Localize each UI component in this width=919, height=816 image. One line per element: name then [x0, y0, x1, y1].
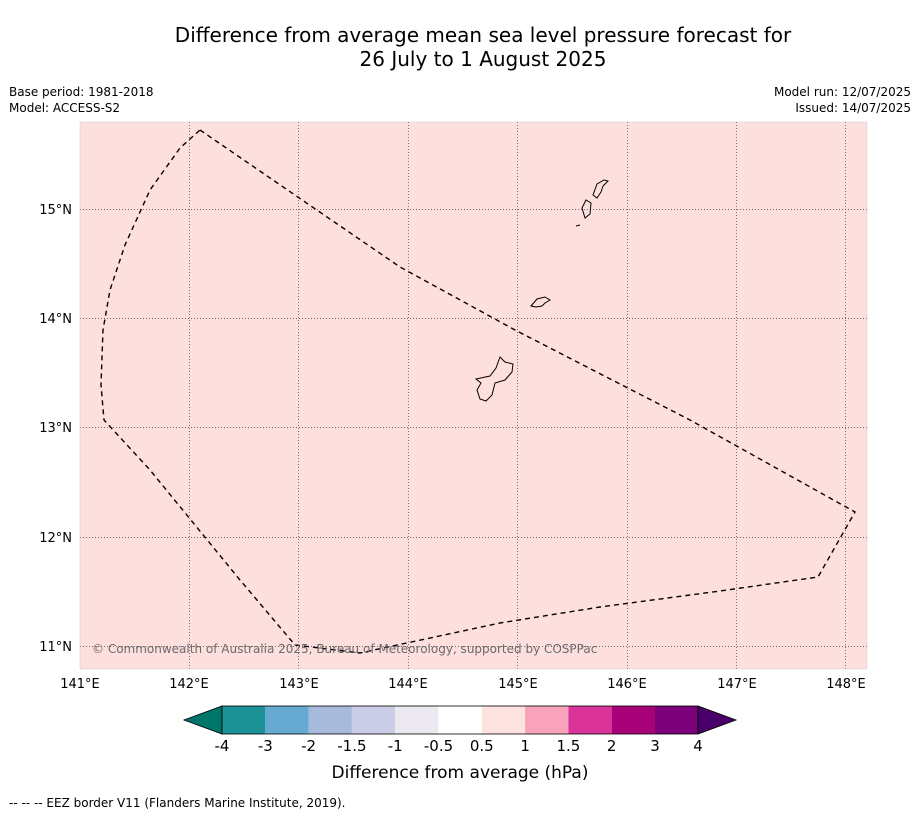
map-copyright: © Commonwealth of Australia 2025, Bureau… — [92, 642, 597, 656]
colorbar-swatch-7 — [481, 706, 526, 734]
colorbar-outline — [221, 705, 699, 735]
cb-tick: 4 — [693, 737, 703, 755]
island-aguijan — [575, 224, 581, 227]
colorbar-tick-labels: -4 -3 -2 -1.5 -1 -0.5 0.5 1 1.5 2 3 4 — [215, 737, 703, 755]
x-tick-146: 146°E — [607, 677, 647, 692]
colorbar-swatch-5 — [395, 706, 439, 734]
y-tick-12: 12°N — [39, 531, 72, 546]
island-rota — [530, 296, 551, 308]
cb-tick: -2 — [301, 737, 316, 755]
y-tick-labels: 15°N 14°N 13°N 12°N 11°N — [39, 203, 72, 655]
cb-tick: 1.5 — [556, 737, 580, 755]
colorbar-swatch-9 — [568, 706, 612, 734]
cb-tick: -1 — [388, 737, 403, 755]
island-tinian — [581, 199, 592, 219]
y-tick-14: 14°N — [39, 312, 72, 327]
colorbar-swatch-1 — [222, 706, 266, 734]
y-tick-13: 13°N — [39, 421, 72, 436]
colorbar-min-arrow — [182, 705, 223, 735]
meta-right: Model run: 12/07/2025 Issued: 14/07/2025 — [774, 84, 911, 116]
x-tick-144: 144°E — [388, 677, 428, 692]
footnote: -- -- -- EEZ border V11 (Flanders Marine… — [9, 796, 346, 810]
cb-tick: 2 — [607, 737, 617, 755]
map-gridlines — [80, 122, 867, 669]
colorbar-swatch-2 — [265, 706, 309, 734]
cb-tick: 1 — [520, 737, 530, 755]
colorbar-swatch-10 — [611, 706, 655, 734]
island-saipan — [592, 179, 609, 199]
x-tick-143: 143°E — [279, 677, 319, 692]
map-frame — [79, 121, 868, 670]
colorbar-swatch-11 — [655, 706, 698, 734]
issued-text: Issued: 14/07/2025 — [795, 101, 911, 115]
title-line-2: 26 July to 1 August 2025 — [359, 47, 607, 71]
islands — [474, 179, 609, 402]
y-tick-15: 15°N — [39, 203, 72, 218]
x-tick-labels: 141°E 142°E 143°E 144°E 145°E 146°E 147°… — [60, 677, 866, 692]
model-run-text: Model run: 12/07/2025 — [773, 85, 911, 99]
x-tick-141: 141°E — [60, 677, 100, 692]
colorbar — [182, 705, 738, 735]
eez-border — [100, 129, 856, 654]
cb-tick: -0.5 — [424, 737, 453, 755]
colorbar-swatch-6 — [438, 706, 482, 734]
island-guam — [474, 356, 514, 402]
cb-tick: -4 — [215, 737, 230, 755]
cb-tick: 3 — [650, 737, 660, 755]
y-tick-11: 11°N — [39, 640, 72, 655]
colorbar-swatch-8 — [525, 706, 569, 734]
colorbar-label: Difference from average (hPa) — [332, 763, 589, 783]
x-tick-147: 147°E — [717, 677, 757, 692]
model-text: Model: ACCESS-S2 — [9, 101, 121, 115]
colorbar-swatch-3 — [308, 706, 352, 734]
meta-left: Base period: 1981-2018 Model: ACCESS-S2 — [9, 84, 154, 116]
base-period-text: Base period: 1981-2018 — [9, 85, 154, 99]
x-tick-148: 148°E — [826, 677, 866, 692]
cb-tick: 0.5 — [470, 737, 494, 755]
colorbar-swatch-4 — [351, 706, 396, 734]
x-tick-142: 142°E — [169, 677, 209, 692]
cb-tick: -3 — [258, 737, 273, 755]
colorbar-max-arrow — [697, 705, 738, 735]
x-tick-145: 145°E — [498, 677, 538, 692]
map-background — [80, 122, 867, 669]
title-line-1: Difference from average mean sea level p… — [174, 23, 792, 47]
cb-tick: -1.5 — [337, 737, 366, 755]
